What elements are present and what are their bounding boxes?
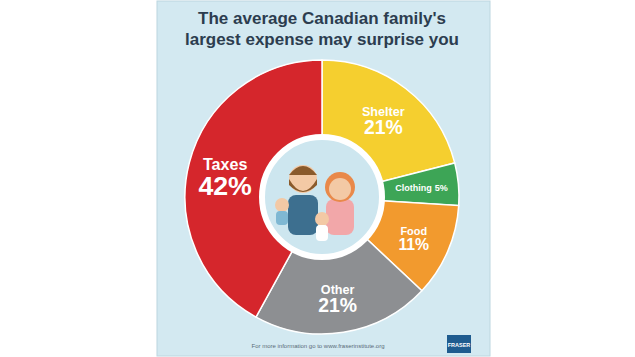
dad-hair <box>289 166 317 175</box>
slice-label: Clothing5% <box>395 183 448 193</box>
dad-body <box>288 195 318 235</box>
slices <box>185 60 459 334</box>
logo-box <box>447 335 471 353</box>
slice <box>380 163 459 206</box>
value-label: 11% <box>398 236 429 253</box>
child-body <box>316 225 328 241</box>
mom-hair <box>325 172 355 202</box>
category-label: Food <box>400 225 427 237</box>
child-body <box>276 211 288 225</box>
mom-body <box>326 199 354 235</box>
panel <box>157 1 490 356</box>
dad-beard <box>289 179 317 192</box>
dad-head <box>289 165 317 193</box>
child-head <box>275 198 289 212</box>
center-circle <box>262 137 382 257</box>
logo-text: FRASER <box>448 342 471 348</box>
footer-note: For more information go to www.fraserins… <box>251 343 384 349</box>
slice <box>185 60 322 317</box>
value-label: 21% <box>318 294 357 316</box>
value-label: 42% <box>198 171 252 201</box>
mom-head <box>329 178 351 200</box>
value-label: 21% <box>364 116 403 138</box>
labels: Shelter21%Clothing5%Food11%Other21%Taxes… <box>198 105 447 316</box>
category-label: Clothing <box>395 183 432 193</box>
family-illustration <box>275 165 355 241</box>
value-label: 5% <box>435 183 448 193</box>
child-head <box>315 212 329 226</box>
title: The average Canadian family'slargest exp… <box>185 9 459 49</box>
chart: The average Canadian family'slargest exp… <box>0 0 635 357</box>
